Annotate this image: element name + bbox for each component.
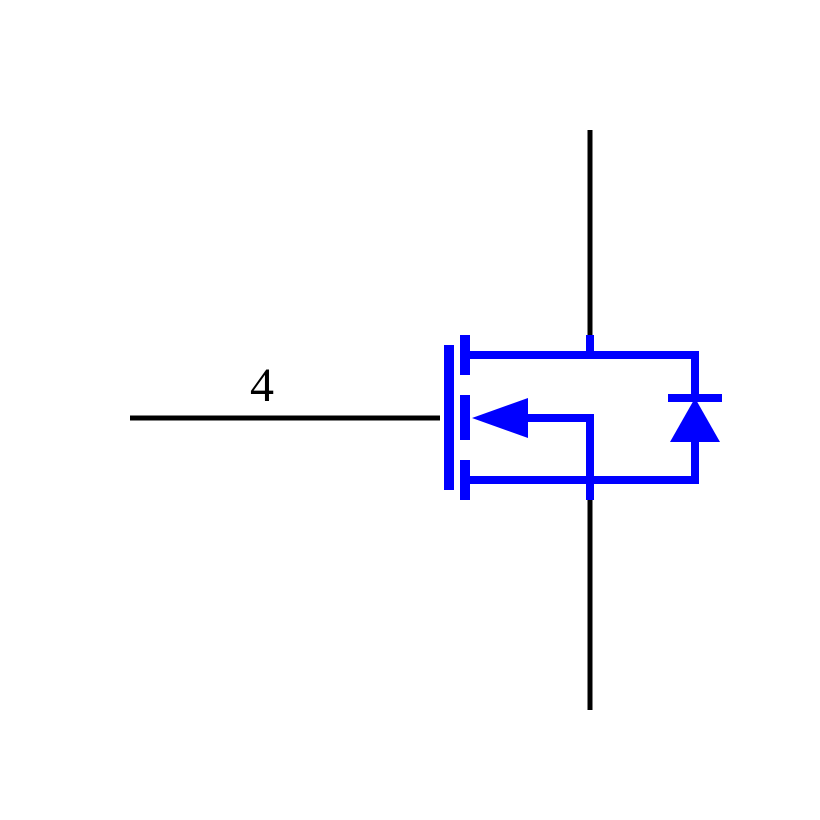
mosfet-schematic <box>0 0 820 820</box>
gate-pin-label: 4 <box>250 358 274 413</box>
mosfet-body-arrow <box>472 398 528 438</box>
diode-anode-triangle <box>670 398 720 442</box>
